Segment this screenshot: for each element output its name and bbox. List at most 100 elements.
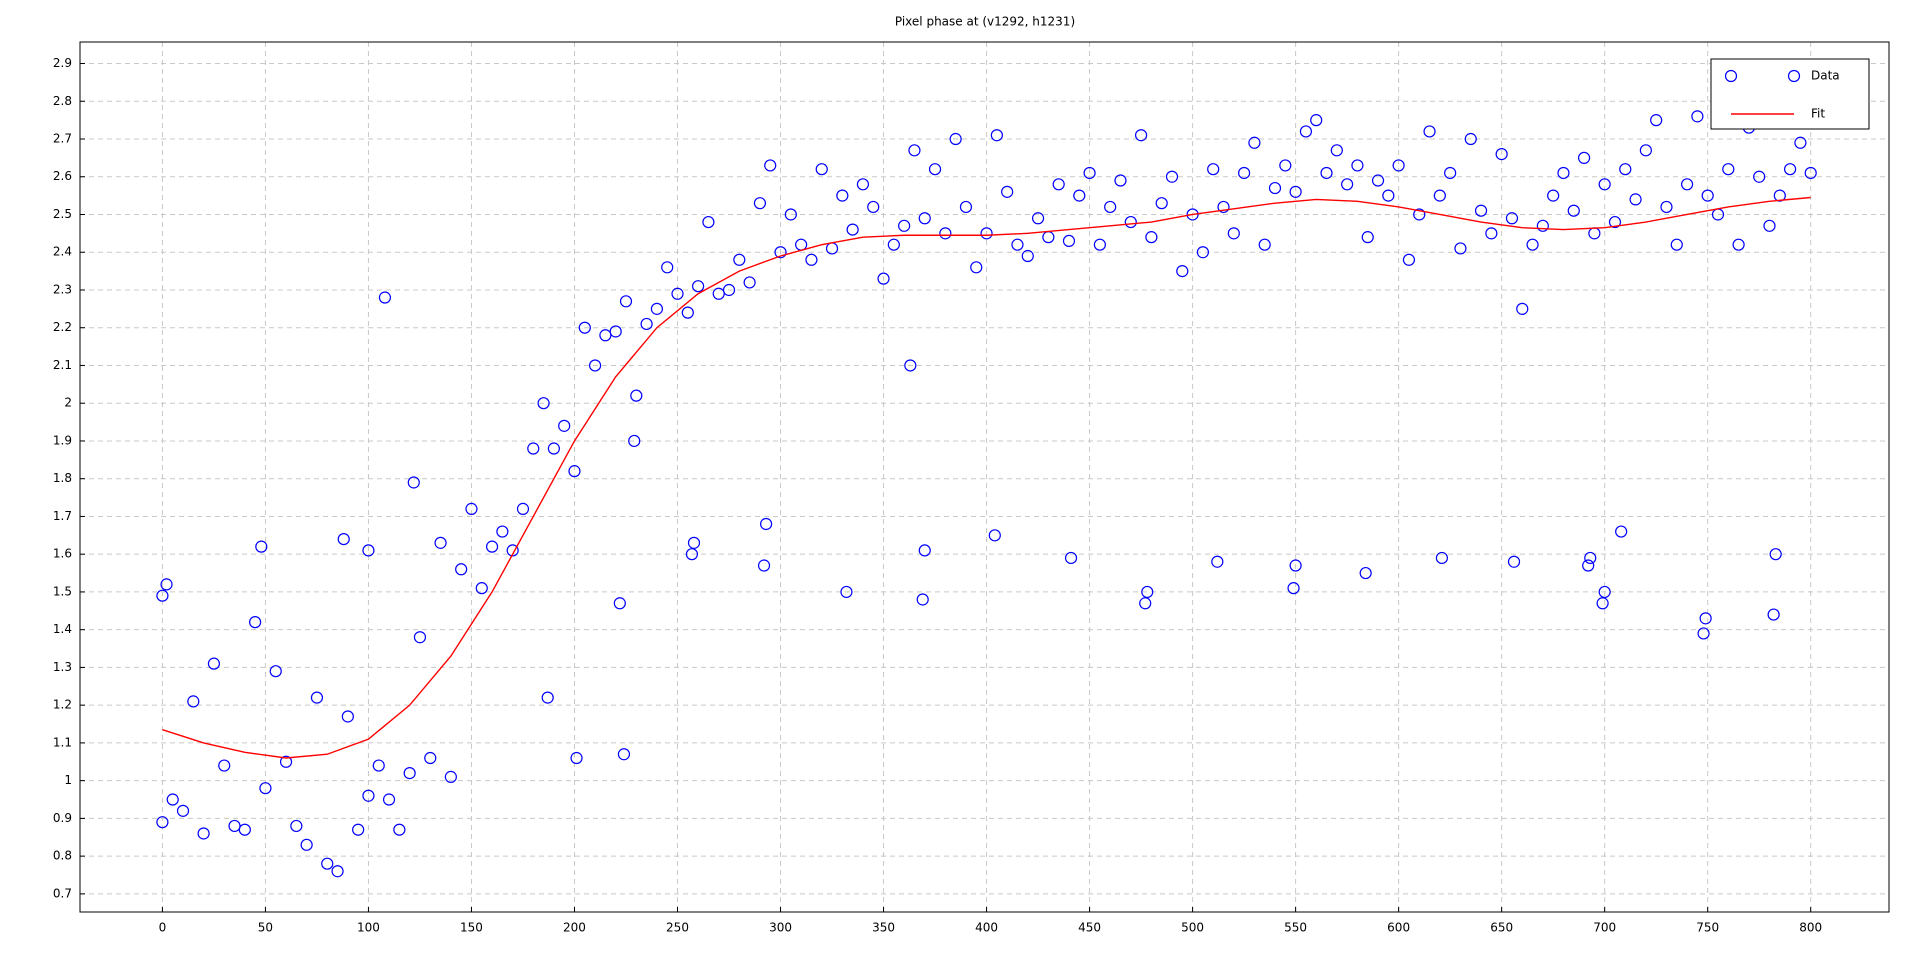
data-point (362, 789, 375, 802)
data-point (506, 544, 519, 557)
data-point (609, 325, 622, 338)
data-point (1320, 166, 1333, 180)
data-point (166, 793, 179, 806)
x-tick-label: 550 (1284, 921, 1307, 935)
data-point (1021, 249, 1034, 263)
data-point (407, 476, 420, 489)
data-point (753, 197, 767, 210)
x-tick-label: 300 (769, 921, 792, 935)
data-point (1507, 555, 1521, 568)
y-tick-label: 1.8 (53, 471, 72, 485)
data-point (1557, 166, 1570, 180)
x-tick-label: 800 (1799, 921, 1822, 935)
y-tick-label: 1.7 (53, 509, 72, 523)
data-point (712, 287, 725, 300)
data-point (1341, 178, 1354, 191)
data-point (1598, 585, 1611, 599)
data-point (1083, 166, 1096, 180)
legend-label: Fit (1811, 107, 1825, 121)
data-point (1670, 238, 1683, 251)
data-point (760, 517, 773, 531)
data-point (1516, 302, 1529, 315)
data-point (1062, 234, 1076, 248)
data-point (918, 212, 931, 225)
data-point (527, 442, 540, 455)
data-point (640, 317, 653, 331)
data-point (1141, 585, 1154, 599)
data-point (617, 748, 631, 761)
data-point (918, 544, 931, 557)
data-point (300, 838, 313, 851)
data-point (1423, 125, 1436, 138)
data-point (1454, 242, 1467, 255)
data-point (378, 291, 392, 304)
data-point (362, 544, 375, 557)
data-point (547, 442, 560, 455)
data-point (568, 465, 581, 478)
data-point (1042, 231, 1055, 244)
x-tick-label: 650 (1490, 921, 1513, 935)
data-point (207, 657, 221, 670)
data-point (1536, 219, 1549, 232)
x-tick-label: 150 (460, 921, 483, 935)
y-tick-label: 2.9 (53, 56, 72, 70)
data-point (1207, 163, 1220, 176)
data-point (1361, 231, 1374, 244)
data-point (1310, 114, 1323, 127)
data-point (1139, 597, 1152, 610)
data-point (1155, 197, 1168, 210)
data-point (1359, 566, 1372, 580)
data-point (1588, 227, 1601, 240)
data-point (331, 865, 344, 878)
data-point (1582, 559, 1595, 572)
data-point (1435, 551, 1449, 565)
data-point (160, 578, 173, 591)
data-point (1615, 525, 1628, 538)
data-point (1011, 238, 1024, 251)
data-point (1474, 204, 1488, 217)
data-point (249, 616, 262, 629)
data-point (516, 502, 530, 515)
data-point (588, 359, 602, 372)
x-tick-label: 450 (1078, 921, 1101, 935)
data-point (898, 219, 911, 232)
data-point (279, 755, 293, 768)
y-tick-label: 2.8 (53, 94, 72, 108)
data-point (685, 548, 699, 561)
data-point (650, 302, 664, 315)
data-point (1351, 159, 1364, 172)
y-tick-label: 2.3 (53, 282, 72, 296)
data-point (1794, 136, 1807, 149)
data-point (1238, 166, 1251, 180)
data-point (444, 770, 457, 783)
data-point (156, 816, 169, 829)
data-point (1227, 227, 1240, 240)
data-point (1567, 204, 1580, 217)
fit-line (162, 196, 1811, 759)
data-point (1697, 627, 1710, 640)
y-tick-label: 1.1 (53, 735, 72, 749)
data-point (269, 665, 282, 678)
data-point (1547, 189, 1560, 202)
data-point (496, 525, 509, 538)
data-point (1031, 212, 1045, 225)
data-point (541, 691, 554, 704)
data-point (1753, 170, 1766, 183)
data-point (1701, 189, 1714, 202)
data-point (733, 253, 746, 266)
y-tick-label: 1.9 (53, 433, 72, 447)
data-point (1392, 159, 1405, 172)
data-point (558, 419, 571, 432)
y-tick-label: 0.9 (53, 811, 72, 825)
data-point (939, 227, 952, 240)
data-point (795, 238, 808, 251)
x-tick-label: 700 (1593, 921, 1616, 935)
data-point (290, 819, 303, 833)
data-point (867, 200, 880, 214)
data-point (1124, 215, 1137, 229)
data-point (424, 751, 437, 765)
data-point (1145, 231, 1158, 244)
data-point (1093, 238, 1106, 251)
data-point (681, 306, 694, 319)
data-point (537, 397, 550, 410)
